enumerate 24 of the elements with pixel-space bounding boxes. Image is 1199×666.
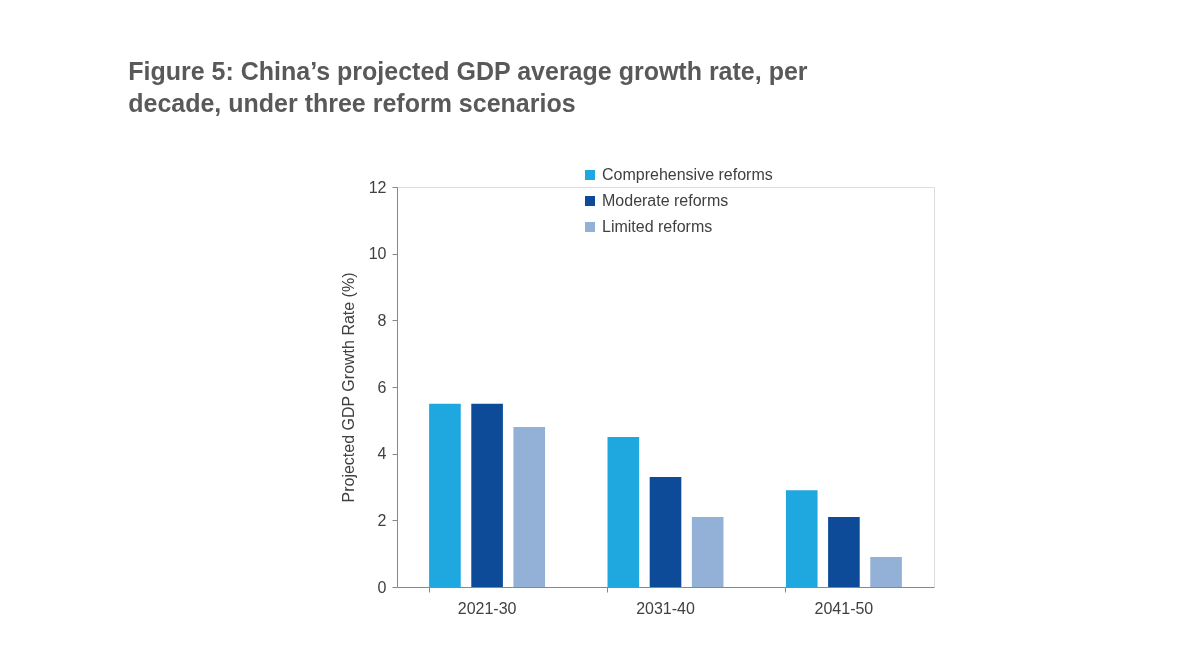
y-tick-label: 8	[377, 311, 387, 329]
x-tick-label: 2041-50	[814, 599, 874, 617]
legend-label: Comprehensive reforms	[602, 166, 773, 183]
bar	[513, 427, 546, 587]
y-tick-label: 6	[377, 378, 387, 396]
bar	[429, 403, 461, 587]
bar	[785, 490, 818, 587]
y-tick-label: 4	[377, 445, 387, 463]
chart-title: Figure 5: China’s projected GDP average growth rate, per decade, under three reform scenarios	[128, 57, 808, 117]
bar	[870, 557, 902, 587]
y-tick-label: 10	[368, 245, 387, 263]
legend-label: Limited reforms	[602, 218, 713, 235]
legend-label: Moderate reforms	[602, 192, 729, 209]
y-tick-label: 12	[368, 178, 387, 196]
x-tick-label: 2031-40	[636, 599, 695, 617]
bar	[607, 437, 640, 587]
x-tick-label: 2021-30	[457, 599, 517, 617]
y-axis-title: Projected GDP Growth Rate (%)	[339, 272, 357, 503]
y-tick-label: 2	[377, 511, 387, 529]
bar	[691, 517, 724, 587]
bar	[649, 477, 682, 587]
y-tick-label: 0	[377, 578, 387, 596]
bar	[828, 517, 860, 587]
bar	[471, 403, 503, 587]
